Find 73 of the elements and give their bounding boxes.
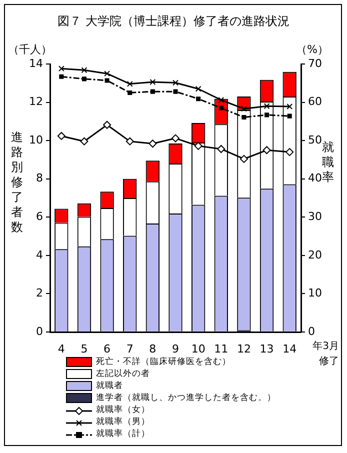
point [59, 74, 64, 79]
legend-label: 就職者 [96, 380, 123, 392]
y-tick-label: 8 [36, 172, 43, 185]
y-tick-label: 0 [36, 324, 43, 338]
point [128, 90, 132, 95]
point [173, 89, 178, 94]
x-tick-label: 6 [104, 342, 111, 356]
y2-axis-title: 就職率 [322, 140, 347, 185]
point [150, 79, 156, 85]
chart-title: 図７ 大学院（博士課程）修了者の進路状況 [56, 13, 290, 30]
point [240, 154, 248, 163]
point [103, 120, 112, 129]
x-tick-label: 14 [282, 342, 297, 356]
point [242, 114, 246, 120]
y-tick-label: 2 [36, 286, 43, 300]
x-tick-label: 9 [172, 342, 179, 356]
point [172, 80, 178, 86]
point [82, 76, 86, 82]
point [194, 142, 202, 150]
text: （%） [296, 42, 328, 57]
point [80, 137, 88, 146]
y-tick-label: 14 [29, 56, 43, 70]
point [150, 89, 155, 94]
y2-tick-label: 20 [308, 248, 322, 262]
x-tick-label: 5 [80, 342, 88, 356]
x-tick-label: 7 [126, 342, 134, 356]
point [58, 66, 64, 72]
y2-tick-label: 60 [308, 95, 322, 108]
x-axis-title: 年3月修了 [312, 340, 339, 369]
y2-tick-label: 50 [308, 133, 322, 146]
y2-tick-label: 70 [308, 56, 322, 70]
legend-label: 就職率（女） [96, 404, 150, 416]
point [195, 86, 202, 92]
y-tick-label: 4 [36, 248, 43, 262]
point [217, 144, 226, 153]
point [262, 146, 271, 154]
x-tick-label: 13 [260, 342, 274, 356]
point [148, 140, 157, 148]
point [240, 106, 247, 112]
y2-tick-label: 10 [308, 286, 322, 300]
point [172, 134, 180, 142]
y-tick-label: 12 [29, 95, 43, 108]
point [126, 137, 134, 146]
point [286, 104, 293, 110]
point [287, 114, 292, 118]
y2-tick-label: 40 [308, 172, 322, 185]
x-tick-label: 4 [58, 342, 65, 356]
legend-label: 死亡・不詳（臨床研修医を含む） [96, 356, 231, 368]
y-tick-label: 10 [29, 133, 43, 146]
x-tick-label: 11 [214, 342, 228, 356]
legend-label: 左記以外の者 [96, 368, 150, 380]
y2-tick-label: 0 [308, 324, 315, 338]
y-axis-title: 進路別修了者数 [10, 130, 24, 235]
point [218, 106, 224, 110]
point [218, 97, 224, 103]
point [286, 148, 294, 156]
point [104, 78, 110, 83]
legend-label: 就職率（計） [96, 428, 150, 440]
point [264, 112, 270, 118]
x-tick-label: 8 [149, 342, 156, 356]
legend-label: 進学者（就職し、かつ進学した者を含む。） [96, 392, 276, 404]
text: （千人） [8, 42, 52, 57]
point [264, 103, 270, 110]
x-tick-label: 12 [236, 342, 251, 356]
point [126, 80, 133, 87]
legend-label: 就職率（男） [96, 416, 150, 428]
x-tick-label: 10 [191, 342, 206, 356]
y-tick-label: 6 [36, 210, 43, 223]
point [57, 132, 66, 140]
point [104, 70, 110, 77]
y2-tick-label: 30 [308, 210, 322, 223]
point [81, 67, 88, 74]
point [196, 96, 201, 102]
